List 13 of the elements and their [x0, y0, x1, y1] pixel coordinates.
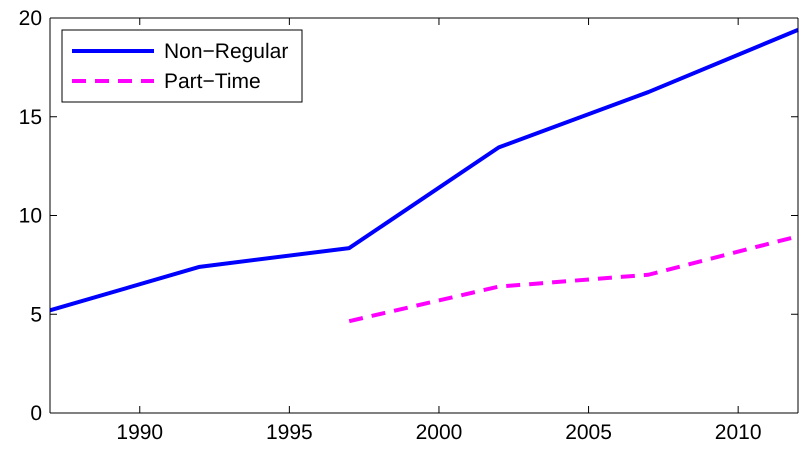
- y-tick-label: 0: [30, 402, 42, 425]
- x-tick-label: 2000: [416, 421, 462, 444]
- x-tick-label: 1995: [266, 421, 313, 444]
- line-series: [48, 28, 800, 312]
- legend-label: Part−Time: [164, 70, 261, 93]
- x-tick-label: 2010: [714, 421, 762, 444]
- y-tick-label: 15: [18, 106, 42, 129]
- y-tick-label: 10: [18, 204, 42, 228]
- y-tick-label: 20: [18, 7, 42, 30]
- x-tick-label: 2005: [565, 421, 612, 444]
- legend-label: Non−Regular: [164, 40, 288, 63]
- y-tick-label: 5: [30, 303, 42, 326]
- x-tick-label: 1990: [116, 421, 164, 444]
